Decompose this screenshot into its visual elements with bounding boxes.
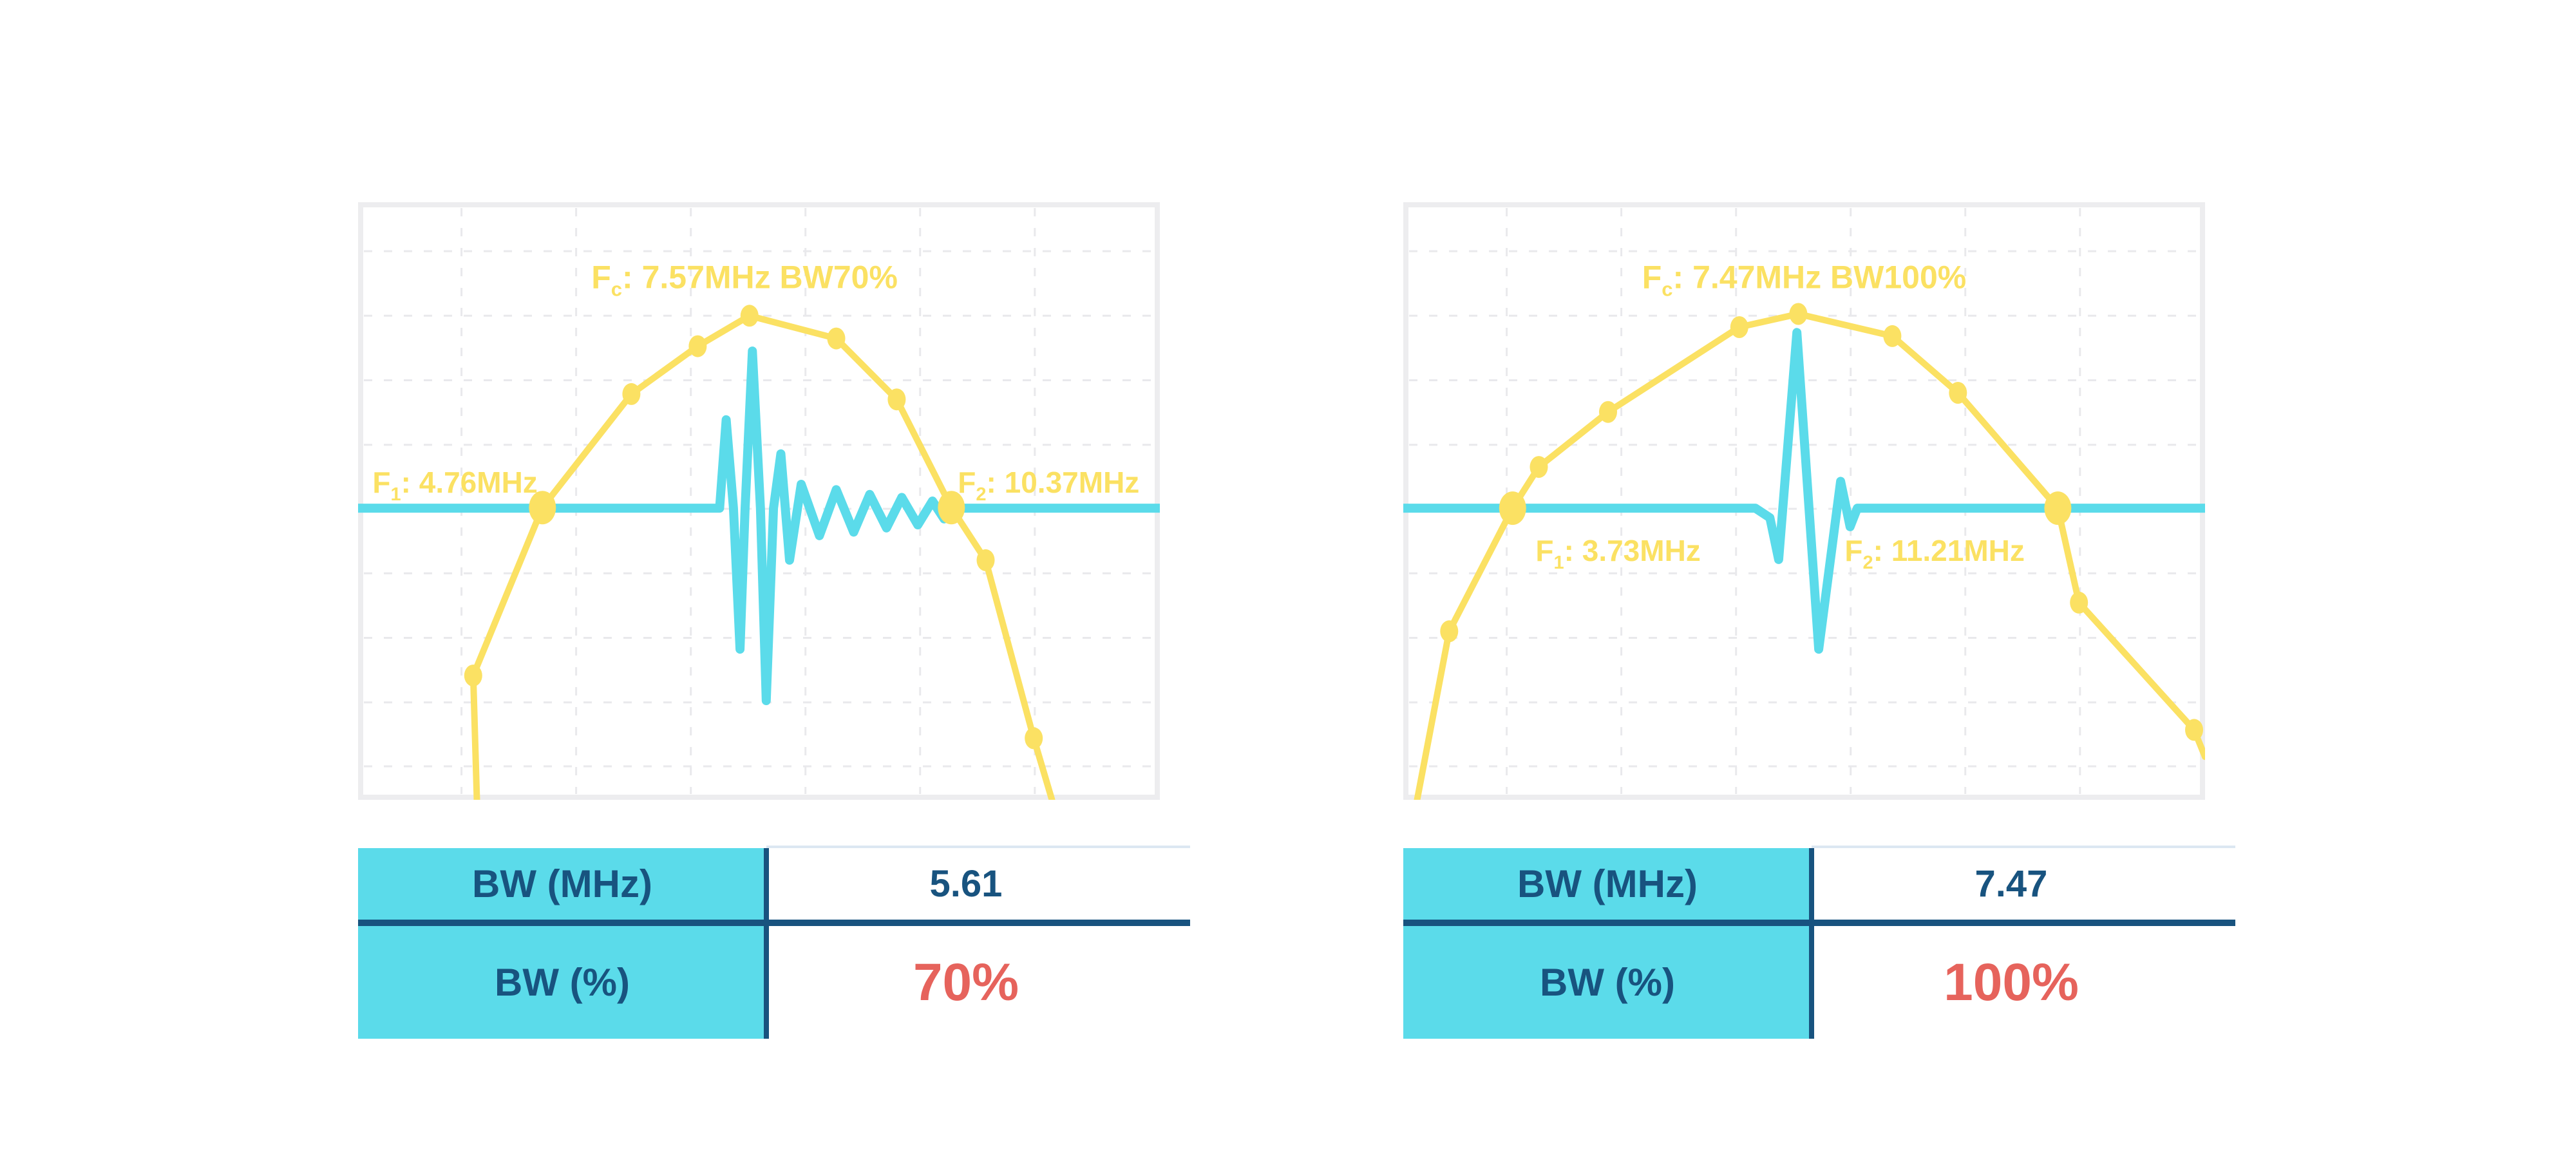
bw-table-right: BW (MHz) 7.47 BW (%) 100% xyxy=(1403,846,2235,1039)
bandwidth-limit-marker xyxy=(1499,491,1526,525)
data-point-marker xyxy=(688,335,707,357)
data-point-marker xyxy=(622,383,641,405)
table-column-divider xyxy=(764,848,769,1039)
table-row: BW (MHz) 5.61 xyxy=(358,848,1166,920)
data-point-marker xyxy=(2070,591,2088,614)
chart-frame xyxy=(1403,202,2205,800)
bw-mhz-label: BW (MHz) xyxy=(358,848,766,920)
bw-pct-value: 70% xyxy=(913,952,1019,1012)
bandwidth-limit-marker xyxy=(938,491,965,525)
spectrum-chart-bw100: Fc: 7.47MHz BW100% F1: 3.73MHz F2: 11.21MH… xyxy=(1403,202,2205,800)
table-row: BW (MHz) 7.47 xyxy=(1403,848,2211,920)
fc-annotation: Fc: 7.47MHz BW100% xyxy=(1642,260,1967,301)
data-point-marker xyxy=(1949,382,1967,404)
data-point-marker xyxy=(1530,456,1548,478)
bw-pct-label: BW (%) xyxy=(1403,926,1812,1039)
f1-annotation: F1: 3.73MHz xyxy=(1535,534,1700,573)
bandwidth-limit-marker xyxy=(529,491,556,525)
data-point-marker xyxy=(1025,727,1043,750)
bandwidth-limit-marker xyxy=(2044,491,2072,525)
bw-mhz-value: 7.47 xyxy=(1975,863,2048,905)
data-point-marker xyxy=(1599,401,1617,423)
data-point-marker xyxy=(1789,303,1808,325)
data-point-marker xyxy=(1883,325,1902,347)
data-point-marker xyxy=(1730,316,1748,338)
data-point-marker xyxy=(2185,719,2203,741)
bw-mhz-value: 5.61 xyxy=(929,863,1003,905)
table-row: BW (%) 70% xyxy=(358,926,1166,1039)
chart-frame xyxy=(358,202,1160,800)
data-point-marker xyxy=(976,549,995,571)
bw-table-left: BW (MHz) 5.61 BW (%) 70% xyxy=(358,846,1190,1039)
bw-pct-label: BW (%) xyxy=(358,926,766,1039)
bw-mhz-label: BW (MHz) xyxy=(1403,848,1812,920)
table-row: BW (%) 100% xyxy=(1403,926,2211,1039)
bw-pct-value: 100% xyxy=(1944,952,2079,1012)
table-column-divider xyxy=(1809,848,1814,1039)
pulse-echo-waveform xyxy=(1403,328,2205,654)
frequency-spectrum-curve xyxy=(469,312,1056,800)
data-point-marker xyxy=(740,305,759,327)
fc-annotation: Fc: 7.57MHz BW70% xyxy=(591,260,898,301)
table-row-divider xyxy=(1403,920,2235,926)
table-top-divider xyxy=(1812,846,2235,848)
spectrum-chart-bw70: Fc: 7.57MHz BW70% F1: 4.76MHz F2: 10.37MHz xyxy=(358,202,1160,800)
f1-annotation: F1: 4.76MHz xyxy=(372,466,537,505)
data-point-marker xyxy=(464,665,482,686)
f2-annotation: F2: 11.21MHz xyxy=(1844,534,2024,573)
data-point-marker xyxy=(1440,620,1459,643)
pulse-echo-waveform xyxy=(358,346,1160,705)
table-top-divider xyxy=(766,846,1190,848)
data-point-marker xyxy=(887,388,906,411)
f2-annotation: F2: 10.37MHz xyxy=(958,466,1139,505)
table-row-divider xyxy=(358,920,1190,926)
data-point-marker xyxy=(827,327,846,350)
